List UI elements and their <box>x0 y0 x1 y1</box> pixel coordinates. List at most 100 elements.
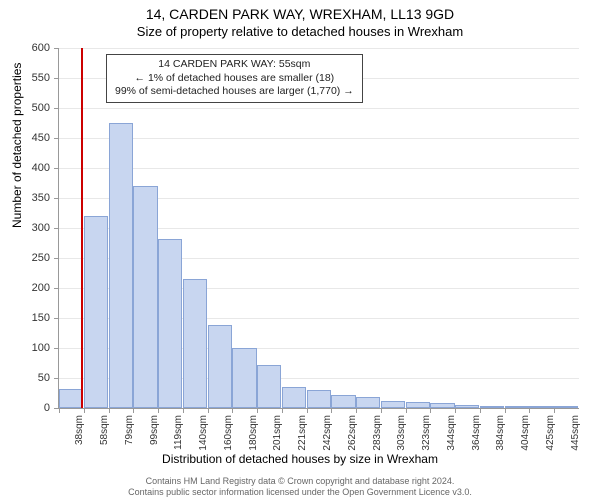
y-tick-label: 300 <box>0 222 50 234</box>
y-tick-label: 500 <box>0 102 50 114</box>
x-tick-label: 160sqm <box>223 415 234 451</box>
x-tick-label: 242sqm <box>322 415 333 451</box>
histogram-bar <box>158 239 182 408</box>
x-tick-label: 201sqm <box>272 415 283 451</box>
x-tick-mark <box>455 408 456 413</box>
histogram-bar <box>455 405 479 408</box>
x-tick-mark <box>183 408 184 413</box>
x-tick-mark <box>529 408 530 413</box>
chart-subtitle: Size of property relative to detached ho… <box>0 22 600 39</box>
y-tick-label: 450 <box>0 132 50 144</box>
y-tick-mark <box>54 318 59 319</box>
footer-line-1: Contains HM Land Registry data © Crown c… <box>0 476 600 487</box>
histogram-bar <box>208 325 232 408</box>
y-tick-mark <box>54 48 59 49</box>
x-tick-mark <box>406 408 407 413</box>
x-tick-label: 221sqm <box>297 415 308 451</box>
histogram-bar <box>356 397 380 408</box>
y-tick-mark <box>54 168 59 169</box>
y-tick-label: 550 <box>0 72 50 84</box>
x-tick-mark <box>505 408 506 413</box>
x-tick-label: 445sqm <box>570 415 581 451</box>
chart-title: 14, CARDEN PARK WAY, WREXHAM, LL13 9GD <box>0 0 600 22</box>
x-tick-mark <box>158 408 159 413</box>
x-tick-label: 262sqm <box>347 415 358 451</box>
histogram-bar <box>257 365 281 408</box>
chart-area: 38sqm58sqm79sqm99sqm119sqm140sqm160sqm18… <box>58 48 578 408</box>
x-tick-mark <box>480 408 481 413</box>
histogram-bar <box>307 390 331 408</box>
x-tick-label: 384sqm <box>495 415 506 451</box>
grid-line <box>59 168 579 169</box>
x-tick-mark <box>232 408 233 413</box>
grid-line <box>59 108 579 109</box>
histogram-bar <box>133 186 157 408</box>
x-tick-mark <box>208 408 209 413</box>
histogram-bar <box>529 406 553 408</box>
y-tick-label: 400 <box>0 162 50 174</box>
y-tick-label: 50 <box>0 372 50 384</box>
chart-container: 14, CARDEN PARK WAY, WREXHAM, LL13 9GD S… <box>0 0 600 500</box>
y-tick-mark <box>54 138 59 139</box>
x-tick-label: 323sqm <box>421 415 432 451</box>
x-tick-mark <box>331 408 332 413</box>
x-tick-label: 58sqm <box>99 415 110 445</box>
x-tick-mark <box>257 408 258 413</box>
y-tick-mark <box>54 108 59 109</box>
histogram-bar <box>430 403 454 408</box>
footer-attribution: Contains HM Land Registry data © Crown c… <box>0 476 600 498</box>
x-tick-mark <box>356 408 357 413</box>
y-tick-mark <box>54 228 59 229</box>
x-tick-mark <box>381 408 382 413</box>
y-tick-mark <box>54 198 59 199</box>
y-tick-mark <box>54 348 59 349</box>
x-tick-mark <box>430 408 431 413</box>
x-tick-mark <box>133 408 134 413</box>
y-tick-label: 600 <box>0 42 50 54</box>
y-tick-mark <box>54 288 59 289</box>
x-tick-label: 364sqm <box>471 415 482 451</box>
y-tick-label: 350 <box>0 192 50 204</box>
x-tick-label: 38sqm <box>74 415 85 445</box>
x-tick-label: 344sqm <box>446 415 457 451</box>
y-tick-label: 150 <box>0 312 50 324</box>
annotation-box: 14 CARDEN PARK WAY: 55sqm ← 1% of detach… <box>106 54 363 103</box>
y-tick-label: 100 <box>0 342 50 354</box>
x-tick-label: 140sqm <box>198 415 209 451</box>
x-tick-mark <box>84 408 85 413</box>
histogram-bar <box>505 406 529 408</box>
histogram-bar <box>183 279 207 408</box>
x-tick-label: 79sqm <box>124 415 135 445</box>
x-tick-mark <box>307 408 308 413</box>
footer-line-2: Contains public sector information licen… <box>0 487 600 498</box>
x-tick-label: 180sqm <box>248 415 259 451</box>
grid-line <box>59 48 579 49</box>
x-tick-label: 99sqm <box>149 415 160 445</box>
y-tick-label: 250 <box>0 252 50 264</box>
y-tick-mark <box>54 378 59 379</box>
grid-line <box>59 138 579 139</box>
y-tick-label: 0 <box>0 402 50 414</box>
annotation-line-1: 14 CARDEN PARK WAY: 55sqm <box>115 58 354 72</box>
histogram-bar <box>480 406 504 408</box>
histogram-bar <box>282 387 306 408</box>
histogram-bar <box>554 406 578 408</box>
histogram-bar <box>109 123 133 408</box>
y-tick-mark <box>54 258 59 259</box>
x-tick-label: 303sqm <box>396 415 407 451</box>
histogram-bar <box>331 395 355 408</box>
x-axis-label: Distribution of detached houses by size … <box>0 452 600 466</box>
y-tick-mark <box>54 78 59 79</box>
x-tick-mark <box>59 408 60 413</box>
x-tick-mark <box>282 408 283 413</box>
y-tick-label: 200 <box>0 282 50 294</box>
annotation-line-3: 99% of semi-detached houses are larger (… <box>115 85 354 99</box>
x-tick-mark <box>109 408 110 413</box>
x-tick-label: 404sqm <box>520 415 531 451</box>
annotation-line-2: ← 1% of detached houses are smaller (18) <box>115 72 354 86</box>
histogram-bar <box>84 216 108 408</box>
histogram-bar <box>406 402 430 408</box>
x-tick-label: 119sqm <box>173 415 184 450</box>
x-tick-label: 425sqm <box>545 415 556 451</box>
histogram-bar <box>232 348 256 408</box>
